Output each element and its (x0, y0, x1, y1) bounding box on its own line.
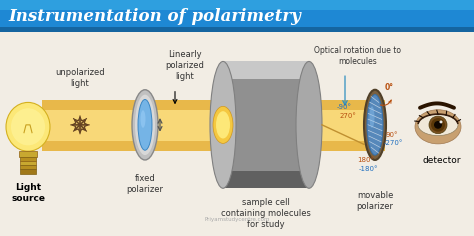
Bar (0, 0, 474, 32)
Ellipse shape (135, 95, 155, 155)
Text: Optical rotation due to
molecules: Optical rotation due to molecules (315, 46, 401, 66)
Bar (20, 165, 36, 169)
Bar (20, 157, 36, 161)
Ellipse shape (11, 108, 45, 145)
Bar (20, 169, 36, 174)
Ellipse shape (370, 106, 374, 128)
Text: 180°: 180° (357, 157, 374, 163)
Text: -90°: -90° (337, 104, 352, 110)
Ellipse shape (216, 111, 230, 139)
Ellipse shape (213, 106, 233, 143)
Ellipse shape (6, 102, 50, 151)
Ellipse shape (431, 118, 445, 132)
Text: 90°: 90° (386, 131, 399, 138)
Text: detector: detector (423, 156, 461, 165)
Ellipse shape (418, 114, 458, 136)
Bar (42, 110, 385, 141)
Text: 270°: 270° (340, 113, 357, 119)
Text: -270°: -270° (384, 140, 403, 146)
Bar (19, 151, 37, 157)
Text: Instrumentation of polarimetry: Instrumentation of polarimetry (8, 8, 301, 25)
Bar (223, 171, 309, 188)
Text: sample cell
containing molecules
for study: sample cell containing molecules for stu… (221, 198, 311, 229)
Ellipse shape (138, 100, 152, 150)
Ellipse shape (296, 61, 322, 188)
Text: Linearly
polarized
light: Linearly polarized light (165, 50, 204, 81)
Bar (20, 161, 36, 165)
Ellipse shape (434, 121, 442, 129)
Bar (0, 0, 474, 27)
Text: fixed
polarizer: fixed polarizer (127, 174, 164, 194)
Ellipse shape (132, 90, 158, 160)
Bar (223, 61, 309, 188)
Ellipse shape (367, 95, 383, 155)
Text: Priyamstudycentre.com: Priyamstudycentre.com (204, 217, 270, 222)
Ellipse shape (210, 61, 236, 188)
Ellipse shape (415, 110, 461, 144)
Bar (223, 61, 309, 79)
Ellipse shape (364, 90, 386, 160)
Text: movable
polarizer: movable polarizer (356, 191, 393, 211)
Text: Light
source: Light source (11, 183, 45, 203)
Text: 0°: 0° (385, 83, 394, 92)
Ellipse shape (429, 116, 447, 134)
Bar (0, 0, 474, 10)
Text: -180°: -180° (359, 166, 379, 172)
Bar (42, 101, 385, 151)
Text: unpolarized
light: unpolarized light (55, 68, 105, 88)
Ellipse shape (140, 110, 146, 128)
Ellipse shape (439, 120, 443, 123)
